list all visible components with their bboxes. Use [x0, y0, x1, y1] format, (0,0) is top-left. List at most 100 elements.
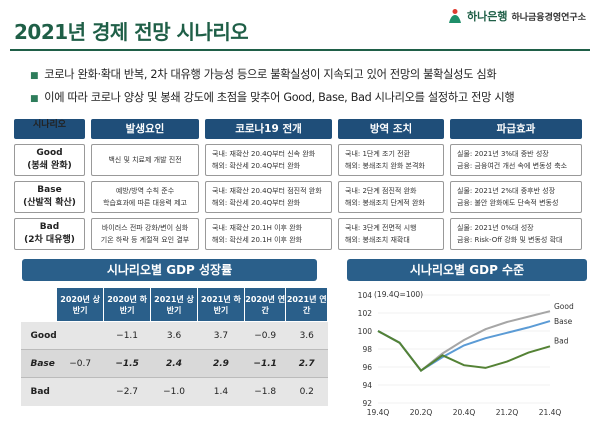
x-tick-label: 20.4Q — [453, 408, 476, 417]
hana-logo-icon — [448, 9, 461, 23]
effects-line: 실물: 2021년 0%대 성장 — [457, 224, 534, 232]
column-header: 2020년 하반기 — [103, 287, 152, 322]
logo: 하나은행 하나금융경영연구소 — [447, 8, 586, 24]
cause-line: 예방/방역 수칙 준수 — [115, 187, 175, 195]
column-header: 2020년 연간 — [243, 287, 287, 322]
header-effects: 파급효과 — [450, 119, 582, 139]
scenario-name: Base — [37, 185, 62, 195]
effects-cell: 실물: 2021년 2%대 중후반 성장 금융: 불안 완화에도 단속적 변동성 — [450, 181, 582, 213]
effects-line: 금융: Risk-Off 강화 및 변동성 확대 — [457, 236, 563, 244]
header-scenario: 시나리오 — [14, 119, 85, 139]
measures-line: 해외: 봉쇄조치 완화 본격화 — [345, 162, 425, 170]
cause-line: 바이러스 전파 강화/변이 심화 — [101, 224, 189, 232]
scenario-row-base: Base (산발적 확산) 예방/방역 수칙 준수 학습효과에 따른 대응력 제… — [14, 181, 588, 213]
y-tick-label: 104 — [358, 291, 373, 300]
bullet-text: 코로나 완화·확대 반복, 2차 대유행 가능성 등으로 불확실성이 지속되고 … — [44, 68, 497, 81]
covid-line: 해외: 확산세 20.4Q부터 완화 — [212, 162, 301, 170]
scenario-subtitle: (2차 대유행) — [24, 235, 75, 245]
covid-cell: 국내: 재확산 20.4Q부터 신속 완화 해외: 확산세 20.4Q부터 완화 — [205, 144, 332, 176]
covid-cell: 국내: 재확산 20.1H 이후 완화 해외: 확산세 20.1H 이후 완화 — [205, 218, 332, 250]
bullet-list: ■ 코로나 완화·확대 반복, 2차 대유행 가능성 등으로 불확실성이 지속되고… — [30, 64, 590, 110]
measures-cell: 국내: 1단계 조기 전환 해외: 봉쇄조치 완화 본격화 — [338, 144, 444, 176]
row-label: Bad — [20, 377, 57, 406]
table-cell: 1.4 — [197, 377, 245, 406]
table-cell: 0.2 — [285, 377, 328, 406]
title-divider — [10, 49, 590, 51]
table-cell: 2.9 — [197, 349, 245, 378]
effects-cell: 실물: 2021년 0%대 성장 금융: Risk-Off 강화 및 변동성 확… — [450, 218, 582, 250]
table-cell — [56, 377, 104, 406]
covid-line: 해외: 확산세 20.1H 이후 완화 — [212, 236, 303, 244]
table-cell: 3.6 — [285, 321, 328, 350]
series-line-base — [377, 320, 551, 372]
header-covid: 코로나19 전개 — [205, 119, 332, 139]
y-tick-label: 98 — [362, 345, 372, 354]
table-cell: 2.4 — [150, 349, 198, 378]
effects-cell: 실물: 2021년 3%대 중반 성장 금융: 금융여건 개선 속에 변동성 축… — [450, 144, 582, 176]
growth-section-title: 시나리오별 GDP 성장률 — [22, 259, 317, 281]
cause-cell: 바이러스 전파 강화/변이 심화 기온 하락 등 계절적 요인 결부 — [91, 218, 199, 250]
chart-note: (19.4Q=100) — [374, 290, 423, 299]
table-row: Base −0.7 −1.5 2.4 2.9 −1.1 2.7 — [20, 349, 328, 378]
bullet-item: ■ 코로나 완화·확대 반복, 2차 대유행 가능성 등으로 불확실성이 지속되고… — [30, 64, 590, 87]
scenario-subtitle: (산발적 확산) — [23, 198, 76, 208]
cause-line: 학습효과에 따른 대응력 제고 — [103, 199, 187, 207]
cause-cell: 예방/방역 수칙 준수 학습효과에 따른 대응력 제고 — [91, 181, 199, 213]
scenario-table: 시나리오 발생요인 코로나19 전개 방역 조치 파급효과 Good (봉쇄 완… — [14, 119, 588, 255]
column-header: 2021년 연간 — [285, 287, 328, 322]
table-cell: −1.0 — [150, 377, 198, 406]
header-cause: 발생요인 — [91, 119, 199, 139]
measures-line: 해외: 봉쇄조치 재확대 — [345, 236, 410, 244]
effects-line: 금융: 불안 완화에도 단속적 변동성 — [457, 199, 559, 207]
series-line-good — [377, 310, 551, 373]
cause-line: 기온 하락 등 계절적 요인 결부 — [100, 236, 190, 244]
table-cell — [56, 321, 104, 350]
square-bullet-icon: ■ — [30, 71, 39, 81]
y-tick-label: 100 — [358, 327, 373, 336]
covid-cell: 국내: 재확산 20.4Q부터 점진적 완화 해외: 확산세 20.4Q부터 완… — [205, 181, 332, 213]
table-corner — [19, 287, 58, 322]
column-header: 2021년 상반기 — [150, 287, 198, 322]
measures-cell: 국내: 2단계 점진적 완화 해외: 봉쇄조치 단계적 완화 — [338, 181, 444, 213]
square-bullet-icon: ■ — [30, 94, 39, 104]
y-tick-label: 94 — [362, 381, 372, 390]
scenario-name-cell: Base (산발적 확산) — [14, 181, 85, 213]
x-tick-label: 21.2Q — [496, 408, 519, 417]
logo-institute-name: 하나금융경영연구소 — [511, 12, 586, 23]
table-cell: −0.9 — [244, 321, 286, 350]
table-row: Bad −2.7 −1.0 1.4 −1.8 0.2 — [20, 377, 328, 406]
covid-line: 국내: 재확산 20.4Q부터 점진적 완화 — [212, 187, 322, 195]
series-label: Base — [554, 317, 573, 326]
table-cell: −1.1 — [244, 349, 286, 378]
growth-table-header: 2020년 상반기 2020년 하반기 2021년 상반기 2021년 하반기 … — [19, 287, 328, 322]
measures-line: 국내: 1단계 조기 전환 — [345, 150, 411, 158]
scenario-table-header: 시나리오 발생요인 코로나19 전개 방역 조치 파급효과 — [14, 119, 588, 139]
y-tick-label: 96 — [362, 363, 372, 372]
column-header: 2021년 하반기 — [196, 287, 245, 322]
scenario-name: Bad — [39, 222, 60, 232]
page-title: 2021년 경제 전망 시나리오 — [14, 20, 249, 44]
effects-line: 금융: 금융여건 개선 속에 변동성 축소 — [457, 162, 568, 170]
column-header: 2020년 상반기 — [56, 287, 105, 322]
header-measures: 방역 조치 — [338, 119, 444, 139]
gdp-level-chart: 92 94 96 98 100 102 104 19.4Q 20.2Q 20.4Q 21.2Q 21.… — [358, 290, 574, 417]
scenario-subtitle: (봉쇄 완화) — [27, 161, 72, 171]
table-cell: −1.1 — [103, 321, 151, 350]
covid-line: 국내: 재확산 20.1H 이후 완화 — [212, 224, 303, 232]
effects-line: 실물: 2021년 3%대 중반 성장 — [457, 150, 549, 158]
series-label: Bad — [554, 336, 569, 345]
series-label: Good — [554, 302, 574, 311]
scenario-row-good: Good (봉쇄 완화) 백신 및 치료제 개발 진전 국내: 재확산 20.4… — [14, 144, 588, 176]
covid-line: 국내: 재확산 20.4Q부터 신속 완화 — [212, 150, 316, 158]
gdp-level-section-title: 시나리오별 GDP 수준 — [347, 259, 587, 281]
x-tick-label: 19.4Q — [367, 408, 390, 417]
table-cell: 3.6 — [150, 321, 198, 350]
x-tick-label: 20.2Q — [410, 408, 433, 417]
bullet-item: ■ 이에 따라 코로나 양상 및 봉쇄 강도에 초점을 맞추어 Good, Bas… — [30, 87, 590, 110]
series-line-bad — [377, 330, 551, 372]
table-cell: 2.7 — [285, 349, 328, 378]
measures-line: 해외: 봉쇄조치 단계적 완화 — [345, 199, 425, 207]
gdp-growth-table: 2020년 상반기 2020년 하반기 2021년 상반기 2021년 하반기 … — [19, 287, 328, 406]
measures-cell: 국내: 3단계 전면적 시행 해외: 봉쇄조치 재확대 — [338, 218, 444, 250]
cause-cell: 백신 및 치료제 개발 진전 — [91, 144, 199, 176]
